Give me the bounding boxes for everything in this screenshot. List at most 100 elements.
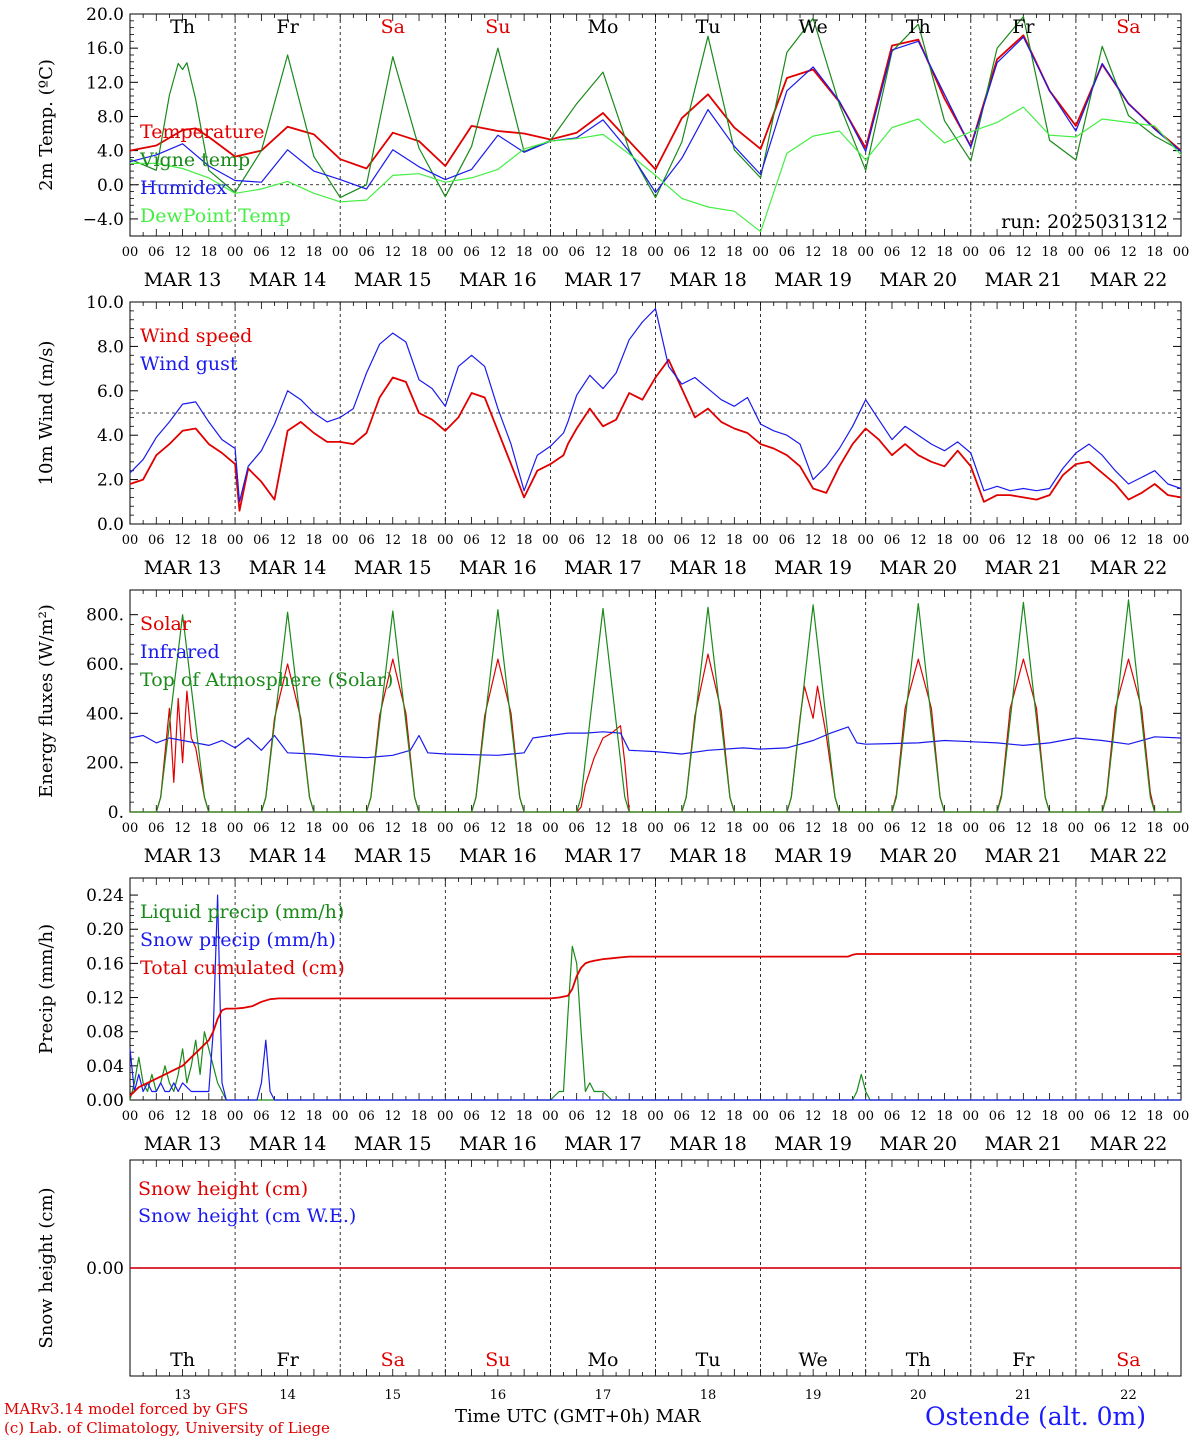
hour-tick-label: 12 <box>279 821 296 836</box>
y-tick-label: 0.20 <box>86 920 124 940</box>
series-line-1 <box>129 308 1182 503</box>
legend-entry: Wind speed <box>140 325 252 347</box>
hour-tick-label: 00 <box>857 533 874 548</box>
hour-tick-label: 12 <box>1015 533 1032 548</box>
hour-tick-label: 00 <box>227 1109 244 1124</box>
date-label: MAR 17 <box>564 1133 642 1155</box>
hour-tick-label: 18 <box>831 1109 848 1124</box>
hour-tick-label: 00 <box>227 245 244 260</box>
hour-tick-label: 00 <box>122 533 139 548</box>
hour-tick-label: 18 <box>306 1109 323 1124</box>
hour-tick-label: 12 <box>805 245 822 260</box>
y-axis-label: 2m Temp. (ºC) <box>36 59 57 191</box>
hour-tick-label: 18 <box>936 533 953 548</box>
hour-tick-label: 06 <box>463 245 480 260</box>
legend-entry: Snow precip (mm/h) <box>140 929 336 951</box>
hour-tick-label: 00 <box>857 1109 874 1124</box>
y-tick-label: 600. <box>86 655 124 675</box>
hour-tick-label: 06 <box>148 1109 165 1124</box>
day-number-label: 17 <box>595 1388 612 1403</box>
hour-tick-label: 00 <box>647 821 664 836</box>
legend-entry: DewPoint Temp <box>140 205 291 227</box>
hour-tick-label: 06 <box>358 245 375 260</box>
day-number-label: 13 <box>174 1388 191 1403</box>
day-name-label: Fr <box>1012 1349 1035 1371</box>
hour-tick-label: 12 <box>910 1109 927 1124</box>
date-label: MAR 13 <box>144 845 222 867</box>
hour-tick-label: 12 <box>805 1109 822 1124</box>
hour-tick-label: 00 <box>1173 821 1190 836</box>
legend-entry: Total cumulated (cm) <box>140 957 345 979</box>
date-label: MAR 15 <box>354 557 432 579</box>
day-number-label: 21 <box>1015 1388 1032 1403</box>
hour-tick-label: 00 <box>1173 1109 1190 1124</box>
hour-tick-label: 12 <box>384 1109 401 1124</box>
hour-tick-label: 12 <box>910 533 927 548</box>
date-label: MAR 21 <box>984 1133 1062 1155</box>
hour-tick-label: 12 <box>174 1109 191 1124</box>
day-name-label: Sa <box>1116 16 1140 38</box>
hour-tick-label: 12 <box>490 821 507 836</box>
hour-tick-label: 18 <box>936 245 953 260</box>
hour-tick-label: 00 <box>647 1109 664 1124</box>
hour-tick-label: 06 <box>568 245 585 260</box>
day-name-label: Su <box>485 1349 510 1371</box>
series-line-2 <box>129 953 1181 1097</box>
hour-tick-label: 18 <box>306 821 323 836</box>
hour-tick-label: 00 <box>542 245 559 260</box>
series-line-0 <box>129 34 1182 171</box>
hour-tick-label: 12 <box>174 533 191 548</box>
hour-tick-label: 06 <box>568 821 585 836</box>
hour-tick-label: 00 <box>332 1109 349 1124</box>
hour-tick-label: 18 <box>621 821 638 836</box>
day-name-label: Th <box>170 16 195 38</box>
legend-entry: Infrared <box>140 641 220 663</box>
hour-tick-label: 06 <box>674 1109 691 1124</box>
hour-tick-label: 12 <box>384 245 401 260</box>
hour-tick-label: 18 <box>726 533 743 548</box>
hour-tick-label: 00 <box>857 245 874 260</box>
hour-tick-label: 18 <box>831 821 848 836</box>
hour-tick-label: 06 <box>779 533 796 548</box>
date-label: MAR 19 <box>774 845 852 867</box>
day-number-label: 14 <box>279 1388 296 1403</box>
legend-entry: Vigne temp <box>139 149 250 171</box>
hour-tick-label: 06 <box>884 245 901 260</box>
hour-tick-label: 18 <box>411 533 428 548</box>
hour-tick-label: 00 <box>963 533 980 548</box>
y-axis-label: Precip (mm/h) <box>36 924 57 1054</box>
hour-tick-label: 18 <box>1041 245 1058 260</box>
hour-tick-label: 18 <box>1146 821 1163 836</box>
hour-tick-label: 12 <box>595 821 612 836</box>
date-label: MAR 17 <box>564 557 642 579</box>
legend-entry: Liquid precip (mm/h) <box>140 901 344 923</box>
hour-tick-label: 06 <box>989 821 1006 836</box>
date-label: MAR 14 <box>249 1133 327 1155</box>
y-tick-label: 12.0 <box>86 73 124 93</box>
legend-entry: Snow height (cm W.E.) <box>138 1205 356 1227</box>
y-tick-label: 0.16 <box>86 954 124 974</box>
date-label: MAR 18 <box>669 845 747 867</box>
hour-tick-label: 00 <box>542 1109 559 1124</box>
hour-tick-label: 00 <box>1068 821 1085 836</box>
hour-tick-label: 06 <box>989 533 1006 548</box>
y-tick-label: 200. <box>86 754 124 774</box>
hour-tick-label: 18 <box>936 1109 953 1124</box>
hour-tick-label: 18 <box>201 533 218 548</box>
hour-tick-label: 18 <box>621 533 638 548</box>
hour-tick-label: 00 <box>122 1109 139 1124</box>
date-label: MAR 13 <box>144 269 222 291</box>
day-number-label: 19 <box>805 1388 822 1403</box>
hour-tick-label: 06 <box>1094 821 1111 836</box>
hour-tick-label: 06 <box>779 821 796 836</box>
hour-tick-label: 18 <box>936 821 953 836</box>
hour-tick-label: 12 <box>174 245 191 260</box>
date-label: MAR 22 <box>1090 269 1168 291</box>
legend-entry: Snow height (cm) <box>138 1178 308 1200</box>
hour-tick-label: 06 <box>253 245 270 260</box>
date-label: MAR 17 <box>564 269 642 291</box>
hour-tick-label: 12 <box>490 533 507 548</box>
hour-tick-label: 12 <box>910 245 927 260</box>
date-label: MAR 19 <box>774 557 852 579</box>
y-axis-label: Snow height (cm) <box>36 1187 57 1348</box>
